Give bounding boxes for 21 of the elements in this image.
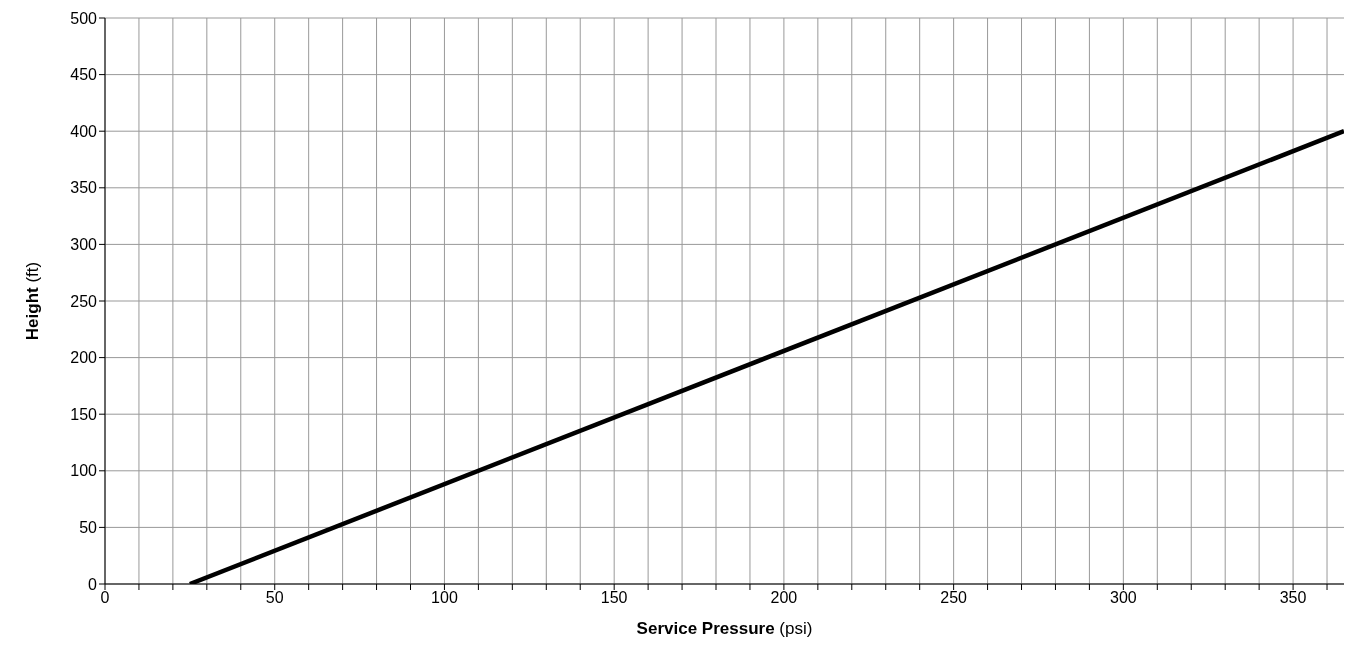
y-tick-label: 350 (70, 179, 98, 197)
x-tick-label: 0 (100, 589, 110, 607)
y-tick-label: 450 (70, 66, 98, 84)
y-axis-title: Height (ft) (23, 261, 42, 341)
x-axis-title: Service Pressure (psi) (636, 619, 813, 638)
y-tick-label: 400 (70, 122, 98, 140)
y-tick-label: 0 (88, 575, 98, 593)
y-tick-label: 100 (70, 462, 98, 480)
x-tick-label: 350 (1279, 589, 1307, 607)
x-tick-label: 50 (265, 589, 284, 607)
y-tick-label: 150 (70, 405, 98, 423)
x-tick-label: 100 (431, 589, 458, 607)
y-tick-label: 250 (70, 292, 98, 310)
y-tick-label: 300 (70, 236, 98, 254)
x-tick-label: 300 (1110, 589, 1137, 607)
y-tick-label: 500 (70, 9, 98, 27)
y-tick-label: 50 (79, 519, 98, 537)
x-tick-label: 150 (600, 589, 628, 607)
x-tick-label: 250 (940, 589, 968, 607)
x-tick-label: 200 (770, 589, 798, 607)
y-tick-label: 200 (70, 349, 98, 367)
